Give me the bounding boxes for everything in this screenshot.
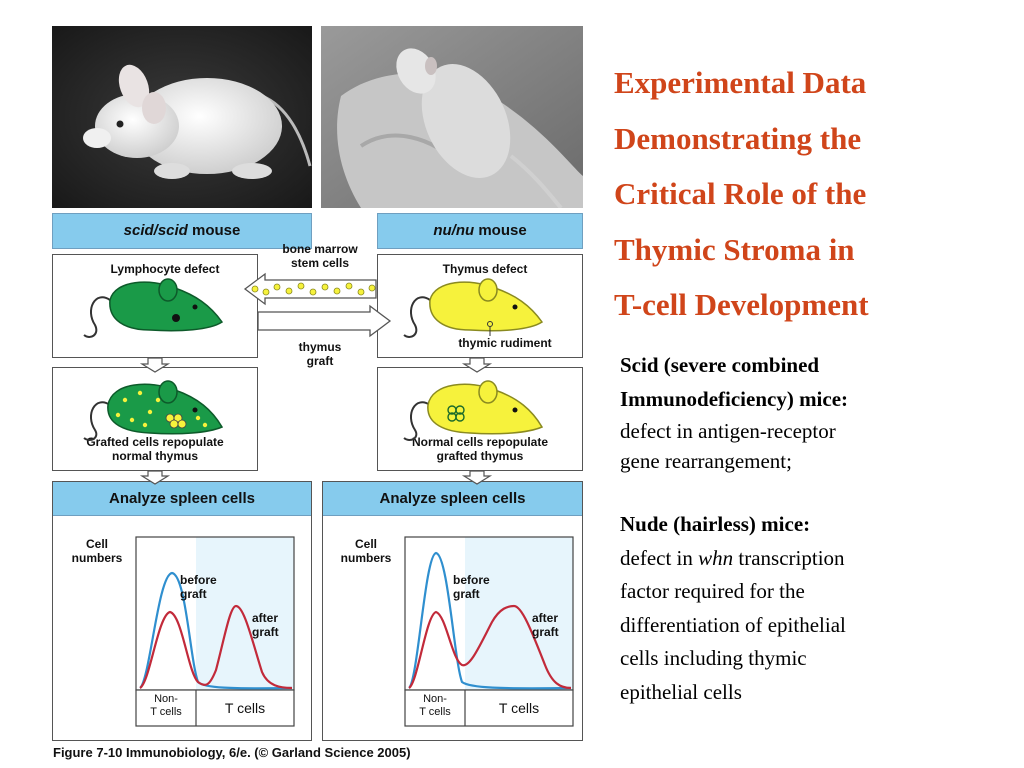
grafted-cells-label: Grafted cells repopulate normal thymus [62, 435, 248, 463]
nude-mouse-header: nu/nu mouse [377, 213, 583, 249]
down-arrows [139, 357, 493, 485]
scid-heading-2: Immunodeficiency) mice: [620, 387, 849, 411]
after-graft-right: after graft [532, 611, 572, 639]
scid-histogram [135, 536, 295, 727]
analyze-spleen-left: Analyze spleen cells [53, 482, 311, 516]
non-t-cells-left: Non- T cells [137, 693, 195, 719]
normal-line2: grafted thymus [436, 449, 524, 463]
after-graft-right-2: graft [532, 625, 559, 639]
scid-header-italic: scid/scid [123, 222, 188, 239]
scid-header-rest: mouse [187, 222, 241, 239]
nude-body-3: differentiation of epithelial [620, 612, 846, 637]
thymus-graft-label: thymus graft [285, 340, 355, 368]
nude-heading: Nude (hairless) mice: [620, 512, 811, 536]
t-cells-left: T cells [224, 700, 266, 716]
before-graft-right: before graft [453, 573, 503, 601]
nude-mouse-photo [321, 26, 583, 208]
non-t-right-1: Non- [423, 693, 447, 705]
nude-body-1-pre: defect in [620, 545, 699, 570]
thymus-graft-line2: graft [306, 354, 334, 368]
nude-header-rest: mouse [474, 222, 527, 239]
title-line-4: Thymic Stroma in [614, 231, 855, 267]
normal-line1: Normal cells repopulate [411, 435, 549, 449]
scid-mouse-grafted [83, 380, 224, 441]
scid-body-1: defect in antigen-receptor [620, 419, 836, 443]
scid-body-2: gene rearrangement; [620, 449, 792, 473]
nude-description: Nude (hairless) mice: defect in whn tran… [620, 508, 1010, 709]
scid-description: Scid (severe combined Immunodeficiency) … [620, 348, 1010, 476]
thymic-rudiment-label: thymic rudiment [458, 336, 552, 350]
title-line-3: Critical Role of the [614, 176, 867, 211]
nude-body-2: factor required for the [620, 579, 805, 603]
nude-body-1-post: transcription [733, 545, 845, 570]
title-line-1: Experimental Data [614, 65, 867, 100]
nude-histogram [404, 536, 574, 727]
non-t-cells-right: Non- T cells [406, 693, 464, 719]
after-graft-left: after graft [252, 611, 292, 639]
after-graft-left-1: after [252, 611, 279, 625]
grafted-line2: normal thymus [111, 449, 198, 463]
bone-marrow-label: bone marrow stem cells [265, 242, 375, 270]
nude-body-4: cells including thymic [620, 646, 807, 670]
non-t-left-2: T cells [150, 706, 182, 718]
figure-caption: Figure 7-10 Immunobiology, 6/e. (© Garla… [53, 745, 411, 760]
before-graft-right-2: graft [453, 587, 480, 601]
cell-numbers-left-2: numbers [71, 551, 123, 565]
title-line-5: T-cell Development [614, 287, 869, 322]
title-line-2: Demonstrating the [614, 120, 862, 156]
normal-cells-label: Normal cells repopulate grafted thymus [387, 435, 573, 463]
nude-body-5: epithelial cells [620, 679, 742, 704]
nude-mouse-yellow [403, 278, 544, 338]
grafted-line1: Grafted cells repopulate [86, 435, 224, 449]
before-graft-right-1: before [453, 573, 490, 587]
before-graft-left-1: before [180, 573, 217, 587]
before-graft-left: before graft [180, 573, 230, 601]
cell-numbers-right: Cell numbers [331, 537, 401, 565]
bone-marrow-line1: bone marrow [282, 242, 358, 256]
nude-mouse-grafted [403, 380, 544, 441]
non-t-left-1: Non- [154, 693, 178, 705]
cell-numbers-left-1: Cell [85, 537, 108, 551]
slide-title: Experimental Data Demonstrating the Crit… [614, 55, 1014, 333]
nude-header-italic: nu/nu [433, 222, 475, 239]
lymphocyte-defect-label: Lymphocyte defect [110, 262, 220, 276]
bone-marrow-line2: stem cells [290, 256, 350, 270]
nude-body-1-italic: whn [698, 545, 734, 570]
cell-numbers-right-2: numbers [340, 551, 392, 565]
analyze-spleen-right: Analyze spleen cells [323, 482, 582, 516]
non-t-right-2: T cells [419, 706, 451, 718]
cell-numbers-right-1: Cell [354, 537, 377, 551]
scid-mouse-green [83, 278, 224, 338]
nude-body-1: defect in whn transcription [620, 542, 1010, 576]
cell-numbers-left: Cell numbers [62, 537, 132, 565]
scid-mouse-photo [52, 26, 312, 208]
bone-marrow-arrow [243, 272, 377, 306]
before-graft-left-2: graft [180, 587, 207, 601]
scid-mouse-header: scid/scid mouse [52, 213, 312, 249]
t-cells-right: T cells [498, 700, 540, 716]
scid-heading-1: Scid (severe combined [620, 353, 820, 377]
after-graft-left-2: graft [252, 625, 279, 639]
thymus-graft-arrow [257, 304, 392, 338]
stem-cell-dots [251, 282, 376, 296]
thymus-defect-label: Thymus defect [442, 262, 528, 276]
after-graft-right-1: after [532, 611, 559, 625]
thymus-graft-line1: thymus [298, 340, 342, 354]
